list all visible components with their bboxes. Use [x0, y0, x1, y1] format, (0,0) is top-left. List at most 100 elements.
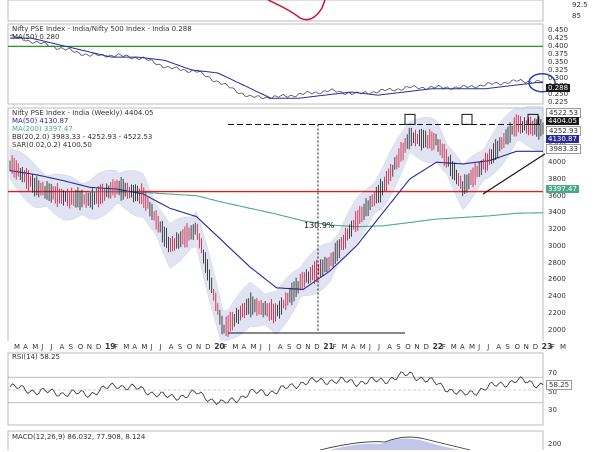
ratio-ytick-3: 0.375: [548, 49, 569, 58]
x-tick-5: A: [59, 343, 65, 351]
x-tick-7: O: [77, 343, 84, 351]
ratio-ytick-9: 0.225: [548, 98, 569, 106]
x-tick-19: O: [186, 343, 193, 351]
rsi-svg: [7, 352, 544, 426]
x-tick-2: M: [32, 343, 39, 351]
price-ytick-8: 2800: [548, 258, 566, 267]
x-tick-4: J: [50, 343, 53, 351]
x-tick-20: N: [196, 343, 202, 351]
x-tick-24: M: [232, 343, 239, 351]
x-tick-0: M: [14, 343, 21, 351]
x-tick-40: J: [378, 343, 381, 351]
price-svg: [7, 104, 546, 349]
macd-fill: [330, 438, 460, 450]
ratio-ytick-0: 0.450: [548, 25, 569, 34]
peak-box-1: [461, 113, 473, 125]
price-panel: Nifty PSE Index - India (Weekly) 4404.05…: [0, 104, 600, 349]
price-ytick-10: 2400: [548, 292, 566, 301]
peak-box-0: [404, 113, 416, 125]
x-tick-60: M: [560, 343, 567, 351]
x-tick-49: A: [459, 343, 465, 351]
x-tick-18: S: [177, 343, 183, 351]
x-tick-45: D: [423, 343, 429, 351]
price-ytick-7: 3000: [548, 241, 566, 250]
x-tick-46: 22: [432, 342, 444, 351]
x-tick-50: M: [469, 343, 476, 351]
rsi-panel: RSI(14) 58.25 70 50 30 58.25: [0, 352, 600, 426]
x-tick-1: A: [23, 343, 28, 351]
top-strip-label-2: 85: [572, 12, 581, 20]
x-tick-10: 19: [105, 342, 116, 351]
x-tick-58: 23: [541, 342, 553, 351]
macd-panel: MACD(12,26,9) 86.032, 77.908, 8.124 200: [0, 430, 600, 452]
x-tick-23: F: [223, 343, 228, 351]
ratio-svg: [7, 23, 556, 105]
ratio-legend-1: Nifty PSE Index - India/Nifty 500 Index …: [12, 25, 192, 33]
x-tick-47: F: [441, 343, 446, 351]
x-tick-3: J: [41, 343, 44, 351]
x-tick-48: M: [450, 343, 457, 351]
x-tick-41: A: [387, 343, 392, 351]
value-box-ma200: 3397.47: [546, 185, 579, 193]
ratio-ytick-1: 0.425: [548, 33, 569, 42]
ratio-ma50-line: [10, 37, 543, 99]
x-tick-27: J: [259, 343, 262, 351]
x-tick-14: M: [141, 343, 148, 351]
rising-trendline: [482, 153, 546, 195]
ratio-legend-2: MA(50) 0.280: [12, 33, 60, 41]
ratio-line: [9, 34, 544, 100]
x-tick-37: A: [350, 343, 356, 351]
x-tick-34: 21: [323, 342, 334, 351]
ratio-ytick-8: 0.250: [548, 89, 569, 98]
price-ytick-9: 2600: [548, 275, 566, 284]
rsi-tick-70: 70: [548, 369, 557, 377]
x-tick-28: J: [268, 343, 271, 351]
ratio-highlight-circle: [528, 72, 556, 93]
x-tick-54: S: [505, 343, 510, 351]
x-tick-16: J: [159, 343, 162, 351]
rally-annotation: 130.9%: [304, 221, 335, 230]
x-tick-43: O: [405, 343, 411, 351]
price-ytick-4: 3600: [548, 191, 566, 200]
x-tick-32: N: [305, 343, 311, 351]
price-ytick-12: 2000: [548, 325, 566, 334]
ratio-panel: Nifty PSE Index - India/Nifty 500 Index …: [0, 22, 600, 106]
price-ytick-3: 3800: [548, 174, 566, 183]
x-tick-35: F: [332, 343, 337, 351]
rsi-legend: RSI(14) 58.25: [12, 353, 61, 361]
x-tick-6: S: [68, 343, 74, 351]
x-tick-42: S: [396, 343, 401, 351]
x-axis: M A M J J A S O N D 19 F M A M J J A S O N D 20 F M A M J J A S O N D 21 F M…: [0, 341, 600, 353]
x-tick-30: S: [287, 343, 292, 351]
x-tick-8: N: [86, 343, 93, 351]
x-tick-17: A: [168, 343, 174, 351]
x-tick-36: M: [341, 343, 348, 351]
x-tick-13: A: [132, 343, 138, 351]
top-strip-line: [267, 0, 326, 21]
peak-box-2: [527, 113, 539, 125]
x-tick-15: J: [150, 343, 153, 351]
x-tick-52: J: [487, 343, 490, 351]
x-tick-29: A: [277, 343, 283, 351]
x-tick-53: A: [496, 343, 502, 351]
x-tick-21: D: [205, 343, 211, 351]
x-tick-56: N: [523, 343, 529, 351]
x-tick-55: O: [514, 343, 521, 351]
price-legend-2: MA(50) 4130.87: [12, 117, 69, 125]
price-ytick-11: 2200: [548, 308, 566, 317]
ratio-ytick-6: 0.300: [548, 73, 569, 82]
x-tick-33: D: [314, 343, 320, 351]
macd-legend: MACD(12,26,9) 86.032, 77.908, 8.124: [12, 433, 146, 441]
ratio-ytick-5: 0.325: [548, 65, 569, 74]
price-legend-5: SAR(0.02,0.2) 4100.50: [12, 141, 92, 149]
x-tick-59: F: [550, 343, 555, 351]
value-box-close: 4404.05: [546, 117, 579, 125]
ratio-ytick-2: 0.400: [548, 41, 569, 50]
rsi-tick-30: 30: [548, 406, 557, 414]
price-legend-3: MA(200) 3397.47: [12, 125, 73, 133]
rsi-current-box: 58.25: [546, 380, 573, 390]
macd-tick-200: 200: [548, 440, 562, 448]
x-tick-26: M: [250, 343, 257, 351]
top-strip-label-1: 92.5: [572, 1, 588, 9]
price-legend-1: Nifty PSE Index - India (Weekly) 4404.05: [12, 109, 154, 117]
